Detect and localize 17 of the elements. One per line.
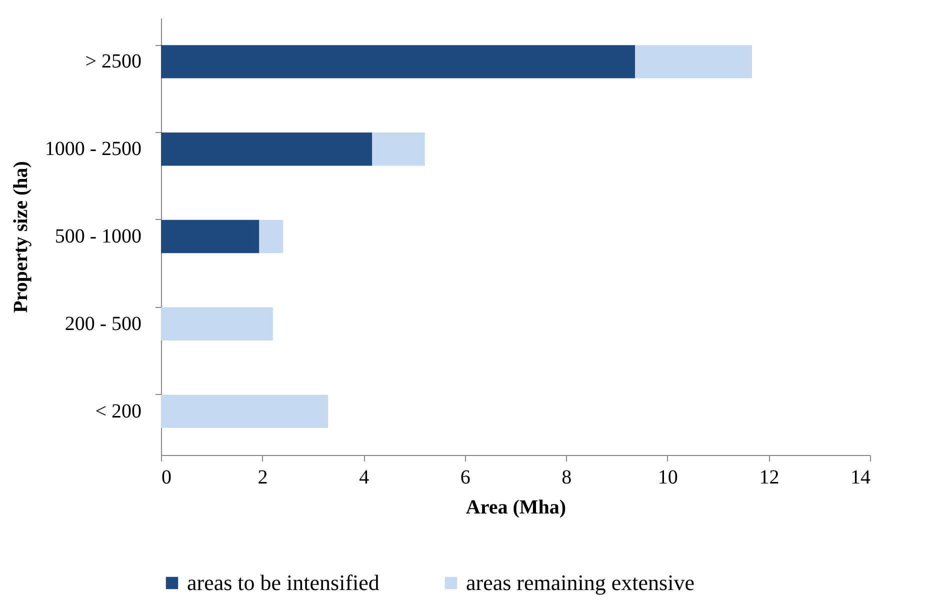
y-tick-label: < 200 <box>95 400 142 422</box>
y-axis-title: Property size (ha) <box>10 161 32 313</box>
x-tick-label: 12 <box>759 466 780 488</box>
x-tick-label: 2 <box>258 466 268 488</box>
x-tick-label: 4 <box>359 466 370 488</box>
y-tick-label: 1000 - 2500 <box>44 138 142 160</box>
x-tick-label: 10 <box>658 466 678 488</box>
x-tick-label: 6 <box>460 466 470 488</box>
x-tick-label: 0 <box>162 466 172 488</box>
y-tick-label: 200 - 500 <box>64 312 142 335</box>
x-tick-label: 8 <box>562 466 572 488</box>
legend-label: areas to be intensified <box>187 570 380 595</box>
x-axis-title: Area (Mha) <box>466 496 566 518</box>
legend-label: areas remaining extensive <box>466 570 694 595</box>
y-tick-label: 500 - 1000 <box>54 226 142 248</box>
x-tick-label: 14 <box>850 466 870 488</box>
y-tick-label: > 2500 <box>85 50 142 73</box>
